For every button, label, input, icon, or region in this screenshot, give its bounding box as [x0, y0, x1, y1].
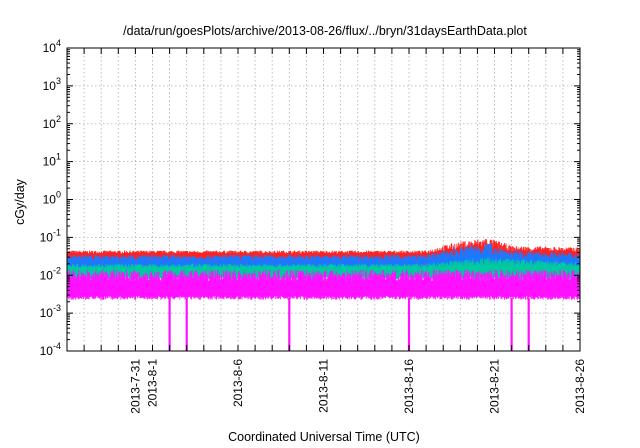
- y-tick-label: 100: [43, 190, 61, 207]
- chart-title: /data/run/goesPlots/archive/2013-08-26/f…: [123, 24, 527, 38]
- y-tick-label: 104: [43, 38, 61, 55]
- series-4: [66, 269, 581, 351]
- y-axis-title: cGy/day: [13, 178, 27, 225]
- x-tick-label: 2013-8-11: [317, 359, 331, 413]
- y-tick-label: 10-2: [40, 265, 61, 282]
- grid-lines: [67, 48, 580, 351]
- x-axis-title: Coordinated Universal Time (UTC): [228, 430, 420, 444]
- x-tick-label: 2013-8-16: [402, 359, 416, 414]
- y-tick-label: 101: [43, 152, 61, 169]
- x-tick-label: 2013-8-1: [146, 359, 160, 407]
- y-tick-labels: 10-4 10-3 10-2 10-1 100 101 102 103 104: [40, 38, 61, 358]
- axis-ticks: [67, 47, 580, 352]
- series-group: [66, 238, 581, 351]
- x-tick-label: 2013-8-26: [573, 359, 587, 414]
- y-tick-label: 10-3: [40, 303, 61, 320]
- x-tick-label: 2013-7-31: [128, 359, 142, 414]
- y-tick-label: 10-4: [40, 341, 61, 358]
- x-tick-labels: 2013-7-31 2013-8-1 2013-8-6 2013-8-11 2013-8…: [128, 359, 587, 414]
- y-tick-label: 102: [43, 114, 61, 131]
- x-tick-label: 2013-8-6: [231, 359, 245, 407]
- x-tick-label: 2013-8-21: [488, 359, 502, 414]
- y-tick-label: 103: [43, 76, 61, 93]
- y-tick-label: 10-1: [40, 227, 61, 244]
